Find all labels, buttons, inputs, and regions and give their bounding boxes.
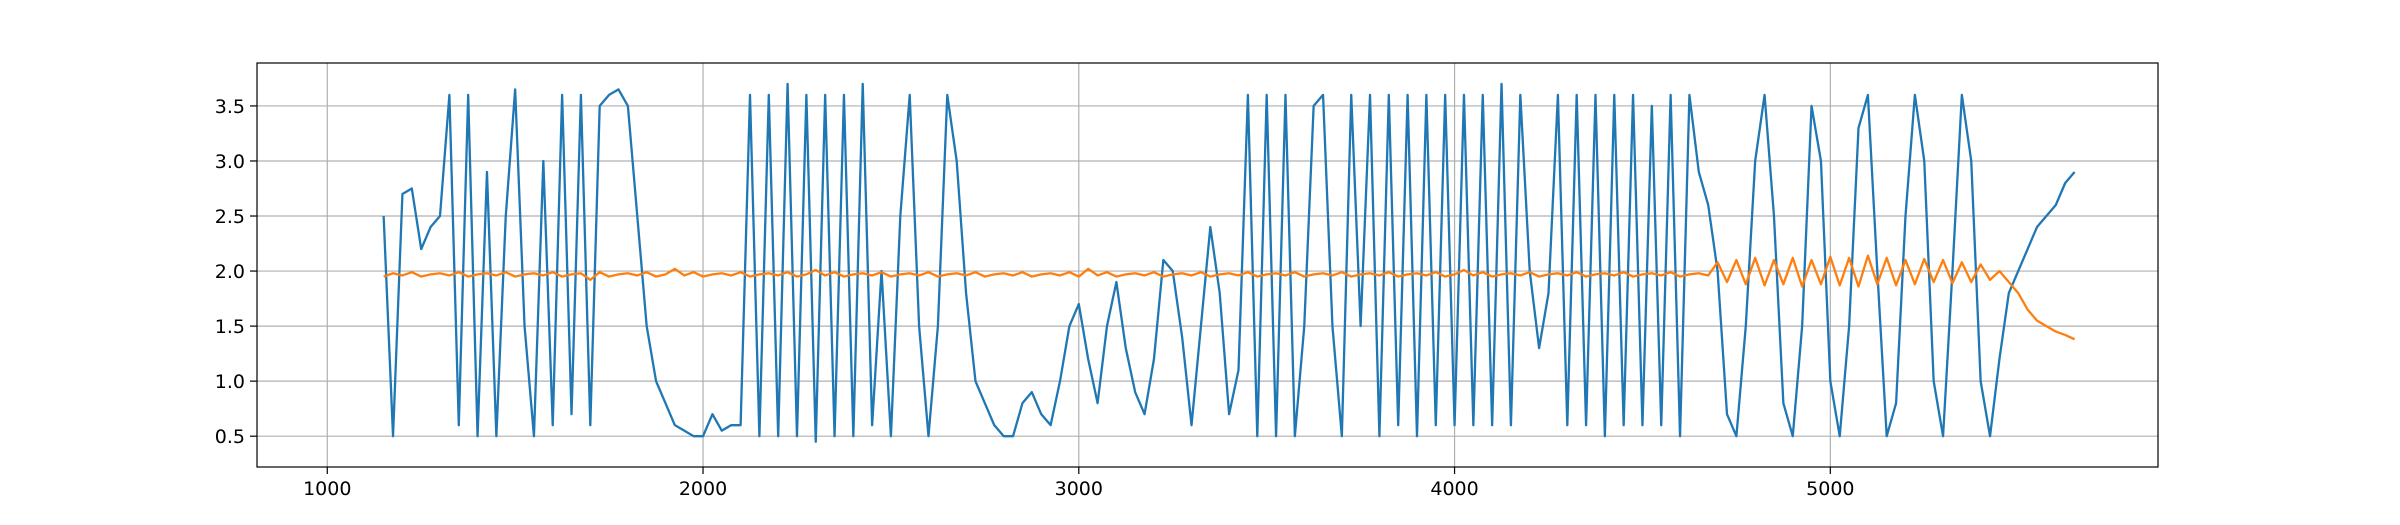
y-tick-label: 1.5 [215,316,245,338]
plot-frame [256,62,2159,468]
y-tick-label: 2.5 [215,206,245,228]
x-tick-label: 2000 [679,478,727,500]
x-tick-label: 5000 [1806,478,1854,500]
y-tick-label: 2.0 [215,261,245,283]
y-tick-label: 0.5 [215,426,245,448]
y-tick-label: 1.0 [215,371,245,393]
series-line [382,82,2076,443]
x-tick-label: 3000 [1055,478,1103,500]
y-tick-label: 3.5 [215,96,245,118]
y-tick-label: 3.0 [215,151,245,173]
series-line [383,254,2076,341]
x-tick-label: 1000 [303,478,351,500]
x-tick-label: 4000 [1430,478,1478,500]
